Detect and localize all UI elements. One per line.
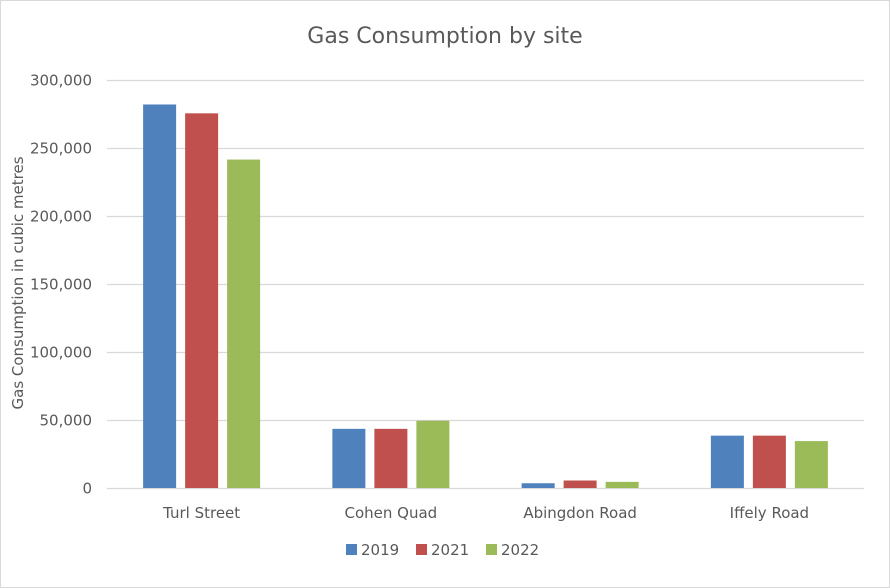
bar-2019 xyxy=(710,435,744,488)
x-tick-label: Cohen Quad xyxy=(345,504,438,522)
y-tick-label: 300,000 xyxy=(30,72,92,90)
bar-2022 xyxy=(227,159,261,488)
legend-swatch-2021 xyxy=(416,544,427,555)
legend-swatch-2019 xyxy=(346,544,357,555)
y-tick-label: 250,000 xyxy=(30,140,92,158)
y-tick-label: 200,000 xyxy=(30,208,92,226)
legend-label: 2022 xyxy=(501,541,539,559)
y-axis-ticks: 0 50,000 100,000 150,000 200,000 250,000 300,0… xyxy=(30,72,92,498)
bar-2022 xyxy=(794,441,828,488)
x-tick-label: Iffely Road xyxy=(730,504,809,522)
legend: 2019 2021 2022 xyxy=(346,541,539,559)
bar-2021 xyxy=(185,113,219,488)
legend-label: 2019 xyxy=(361,541,399,559)
gridlines xyxy=(107,79,864,490)
bar-2019 xyxy=(332,428,366,488)
bar-2019 xyxy=(521,483,555,488)
bar-2021 xyxy=(752,435,786,488)
chart-title: Gas Consumption by site xyxy=(307,24,582,49)
y-tick-label: 150,000 xyxy=(30,276,92,294)
bar-2021 xyxy=(374,428,408,488)
bar-2021 xyxy=(563,480,597,488)
x-tick-label: Abingdon Road xyxy=(523,504,637,522)
x-tick-label: Turl Street xyxy=(162,504,240,522)
y-tick-label: 100,000 xyxy=(30,344,92,362)
bar-2022 xyxy=(416,420,450,488)
y-axis-label: Gas Consumption in cubic metres xyxy=(9,156,27,409)
bar-2019 xyxy=(143,104,177,488)
bar-2022 xyxy=(605,481,639,488)
bars xyxy=(143,104,828,488)
y-tick-label: 50,000 xyxy=(40,412,93,430)
x-axis-ticks: Turl Street Cohen Quad Abingdon Road Iffely… xyxy=(162,504,809,522)
legend-swatch-2022 xyxy=(486,544,497,555)
y-tick-label: 0 xyxy=(82,480,92,498)
legend-label: 2021 xyxy=(431,541,469,559)
